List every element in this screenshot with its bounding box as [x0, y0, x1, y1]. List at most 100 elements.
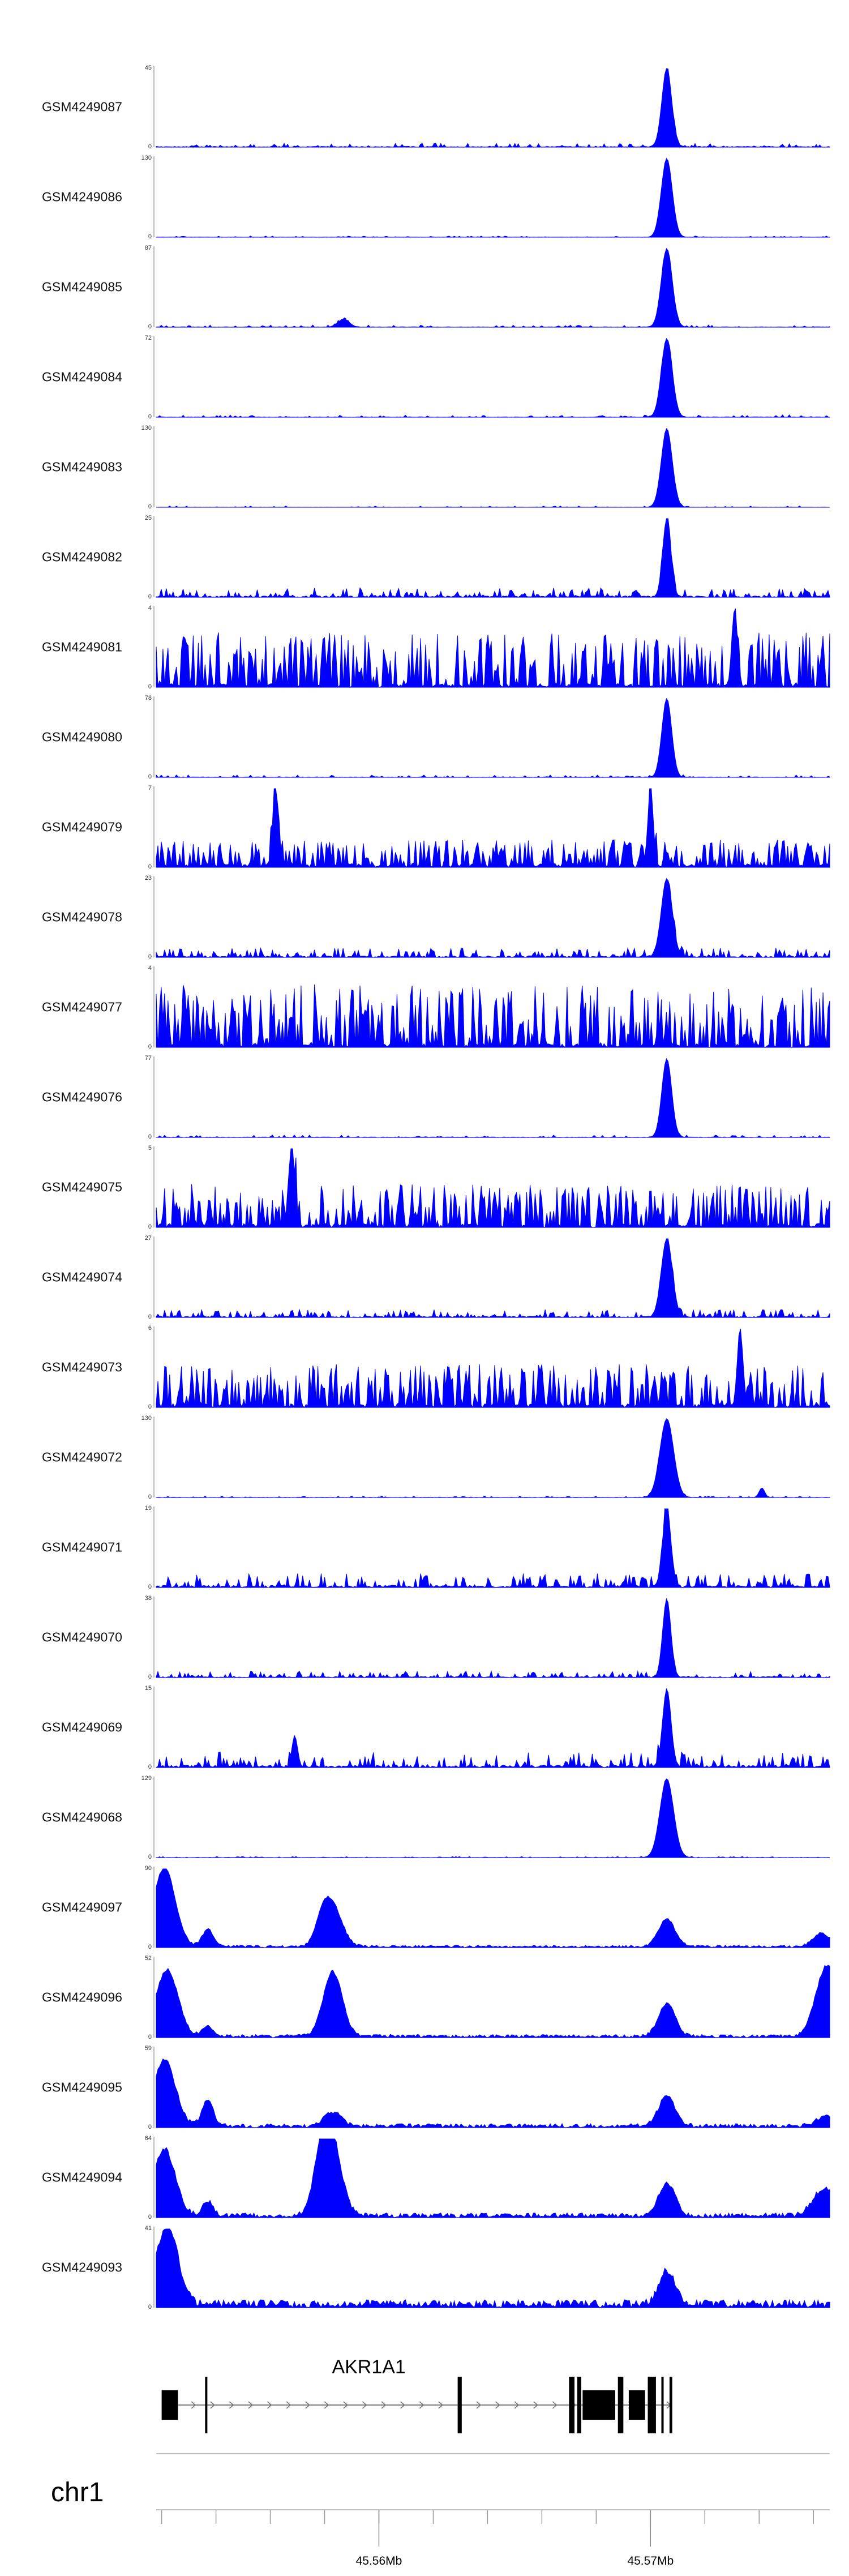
track-GSM4249087: GSM4249087 45 0	[42, 65, 830, 150]
strand-arrow	[381, 2401, 387, 2409]
track-label: GSM4249085	[42, 280, 122, 294]
strand-arrow	[267, 2401, 272, 2409]
coverage-area	[156, 68, 830, 148]
track-label: GSM4249093	[42, 2260, 122, 2275]
coverage-area	[156, 1868, 830, 1948]
track-GSM4249069: GSM4249069 15 0	[42, 1685, 830, 1770]
track-GSM4249078: GSM4249078 23 0	[42, 875, 830, 960]
track-min-label: 0	[148, 2124, 152, 2130]
track-GSM4249070: GSM4249070 38 0	[42, 1595, 830, 1680]
track-GSM4249079: GSM4249079 7 0	[42, 785, 830, 870]
track-GSM4249072: GSM4249072 130 0	[42, 1415, 830, 1500]
track-max-label: 129	[142, 1775, 152, 1782]
track-label: GSM4249073	[42, 1360, 122, 1375]
coverage-area	[156, 1965, 830, 2038]
track-max-label: 7	[148, 785, 152, 791]
track-GSM4249085: GSM4249085 87 0	[42, 245, 830, 330]
track-min-label: 0	[148, 1494, 152, 1500]
coverage-area	[156, 518, 830, 598]
track-label: GSM4249077	[42, 1000, 122, 1015]
track-label: GSM4249082	[42, 550, 122, 564]
track-label: GSM4249096	[42, 1990, 122, 2005]
track-GSM4249097: GSM4249097 90 0	[42, 1865, 830, 1950]
gene-exon	[669, 2377, 672, 2433]
chromosome-label: chr1	[51, 2477, 104, 2507]
track-min-label: 0	[148, 233, 152, 240]
track-max-label: 5	[148, 1145, 152, 1152]
track-min-label: 0	[148, 953, 152, 960]
gene-name-label: AKR1A1	[332, 2356, 405, 2378]
strand-arrow	[400, 2401, 405, 2409]
track-min-label: 0	[148, 773, 152, 780]
track-min-label: 0	[148, 143, 152, 150]
track-max-label: 23	[145, 875, 152, 882]
track-label: GSM4249075	[42, 1180, 122, 1195]
gene-exon	[161, 2390, 178, 2420]
track-min-label: 0	[148, 413, 152, 420]
coverage-area	[156, 2228, 830, 2309]
gene-exon	[569, 2377, 574, 2433]
axis-tick-label: 45.56Mb	[356, 2554, 402, 2568]
gene-exon	[457, 2377, 462, 2433]
track-max-label: 130	[142, 1415, 152, 1422]
track-max-label: 52	[145, 1955, 152, 1962]
track-label: GSM4249083	[42, 460, 122, 474]
track-GSM4249093: GSM4249093 41 0	[42, 2225, 830, 2310]
track-GSM4249080: GSM4249080 78 0	[42, 695, 830, 780]
strand-arrow	[248, 2401, 254, 2409]
track-max-label: 77	[145, 1055, 152, 1062]
gene-exon	[648, 2377, 656, 2433]
track-label: GSM4249095	[42, 2080, 122, 2095]
coverage-area	[156, 428, 830, 508]
track-max-label: 41	[145, 2225, 152, 2232]
strand-arrow	[476, 2401, 482, 2409]
track-max-label: 130	[142, 155, 152, 161]
coverage-area	[156, 698, 830, 778]
track-min-label: 0	[148, 2304, 152, 2310]
coverage-area	[156, 1418, 830, 1498]
track-min-label: 0	[148, 2214, 152, 2220]
track-min-label: 0	[148, 1403, 152, 1410]
track-max-label: 19	[145, 1505, 152, 1512]
track-label: GSM4249070	[42, 1630, 122, 1645]
strand-arrow	[552, 2401, 558, 2409]
track-GSM4249074: GSM4249074 27 0	[42, 1235, 830, 1320]
track-min-label: 0	[148, 1674, 152, 1680]
track-max-label: 64	[145, 2135, 152, 2142]
track-GSM4249071: GSM4249071 19 0	[42, 1505, 830, 1590]
strand-arrow	[514, 2401, 520, 2409]
track-label: GSM4249097	[42, 1900, 122, 1915]
coverage-area	[156, 1328, 830, 1409]
track-GSM4249084: GSM4249084 72 0	[42, 335, 830, 420]
coverage-area	[156, 1508, 830, 1589]
track-min-label: 0	[148, 1854, 152, 1860]
track-min-label: 0	[148, 1584, 152, 1590]
track-max-label: 59	[145, 2045, 152, 2052]
track-label: GSM4249087	[42, 100, 122, 114]
coverage-area	[156, 247, 830, 328]
track-GSM4249082: GSM4249082 25 0	[42, 515, 830, 600]
track-min-label: 0	[148, 1223, 152, 1230]
track-min-label: 0	[148, 503, 152, 510]
gene-exon	[618, 2377, 624, 2433]
gene-exon	[577, 2377, 581, 2433]
track-GSM4249068: GSM4249068 129 0	[42, 1775, 830, 1860]
track-max-label: 38	[145, 1595, 152, 1602]
track-label: GSM4249084	[42, 370, 122, 384]
track-GSM4249081: GSM4249081 4 0	[42, 605, 830, 690]
strand-arrow	[438, 2401, 443, 2409]
coverage-area	[156, 1058, 830, 1138]
track-min-label: 0	[148, 1313, 152, 1320]
strand-arrow	[305, 2401, 310, 2409]
strand-arrow	[343, 2401, 349, 2409]
coverage-area	[156, 2138, 830, 2218]
track-min-label: 0	[148, 593, 152, 600]
coverage-area	[156, 337, 830, 418]
track-label: GSM4249086	[42, 190, 122, 204]
strand-arrow	[533, 2401, 538, 2409]
strand-arrow	[362, 2401, 367, 2409]
track-GSM4249094: GSM4249094 64 0	[42, 2135, 830, 2220]
track-label: GSM4249071	[42, 1540, 122, 1555]
